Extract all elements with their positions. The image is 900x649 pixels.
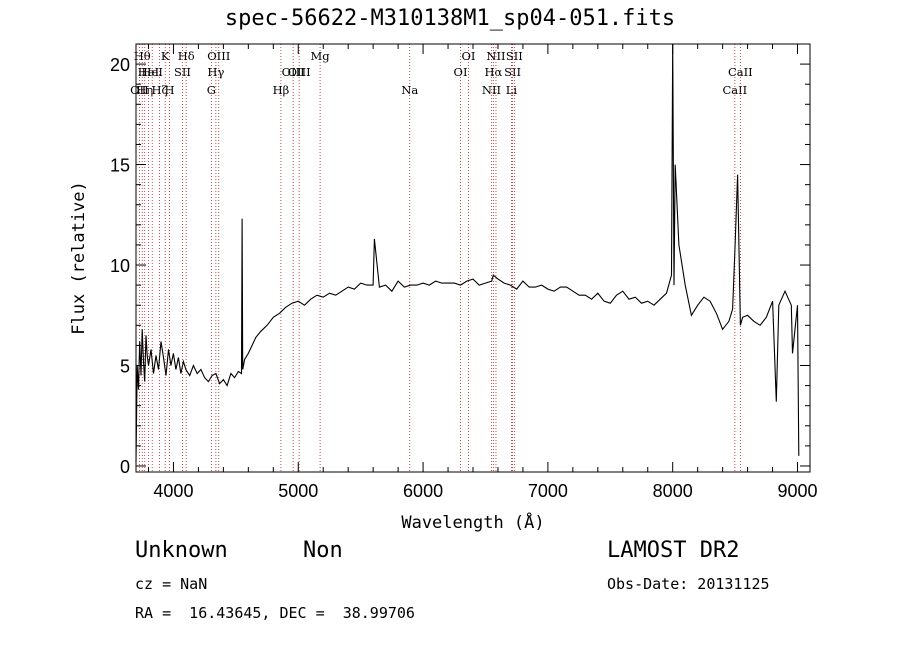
x-tick-label: 6000 [403,481,443,501]
spectral-line-label: Na [401,83,418,97]
spectral-line-label: Hθ [134,49,151,63]
x-tick-label: 9000 [777,481,817,501]
spectral-line-label: CaII [722,83,747,97]
chart-title: spec-56622-M310138M1_sp04-051.fits [224,6,676,31]
spectral-line-label: Hζ [151,83,167,97]
coordinates: RA = 16.43645, DEC = 38.99706 [135,604,415,622]
spectral-line-label: Hβ [273,83,290,97]
spectral-line-label: Mg [311,49,331,63]
spectral-line-label: NII [486,49,505,63]
x-tick-label: 8000 [653,481,693,501]
spectral-line-label: SII [174,65,191,79]
x-tick-label: 7000 [528,481,568,501]
y-tick-label: 15 [110,156,130,176]
spectral-line-label: HeI [142,65,163,79]
spectral-line-label: Hη [136,83,153,97]
spectral-line-label: OIII [288,65,311,79]
spectral-line-label: OIII [207,49,230,63]
spectral-line-label: K [161,49,170,63]
spectral-line-label: OI [462,49,476,63]
spectral-line-label: Hδ [178,49,195,63]
spectral-line-label: Li [506,83,518,97]
y-tick-label: 10 [110,256,130,276]
y-axis-label: Flux (relative) [69,181,89,335]
x-axis-label: Wavelength (Å) [401,511,544,533]
spectral-line-label: Hγ [207,65,224,79]
spectral-line-label: SII [506,49,523,63]
spectral-line-label: SII [504,65,521,79]
observation-date: Obs-Date: 20131125 [607,575,770,593]
spectral-line-label: OI [454,65,468,79]
spectral-line-label: Hα [484,65,502,79]
plot-frame [135,43,811,473]
survey-name: LAMOST DR2 [607,538,740,563]
y-tick-label: 20 [110,55,130,75]
spectral-line-label: H [165,83,175,97]
spectrum-line [135,43,800,463]
redshift-value: cz = NaN [135,575,208,593]
y-tick-label: 5 [120,357,130,377]
spectral-line-label: G [207,83,216,97]
spectral-line-label: NII [482,83,501,97]
y-tick-label: 0 [120,457,130,477]
x-tick-label: 4000 [153,481,193,501]
spectral-line-label: OII [130,83,149,97]
spectral-line-label: HeI [138,65,159,79]
object-subclass: Non [303,538,343,563]
spectral-line-label: CaII [728,65,753,79]
x-tick-label: 5000 [278,481,318,501]
object-class: Unknown [135,538,228,563]
